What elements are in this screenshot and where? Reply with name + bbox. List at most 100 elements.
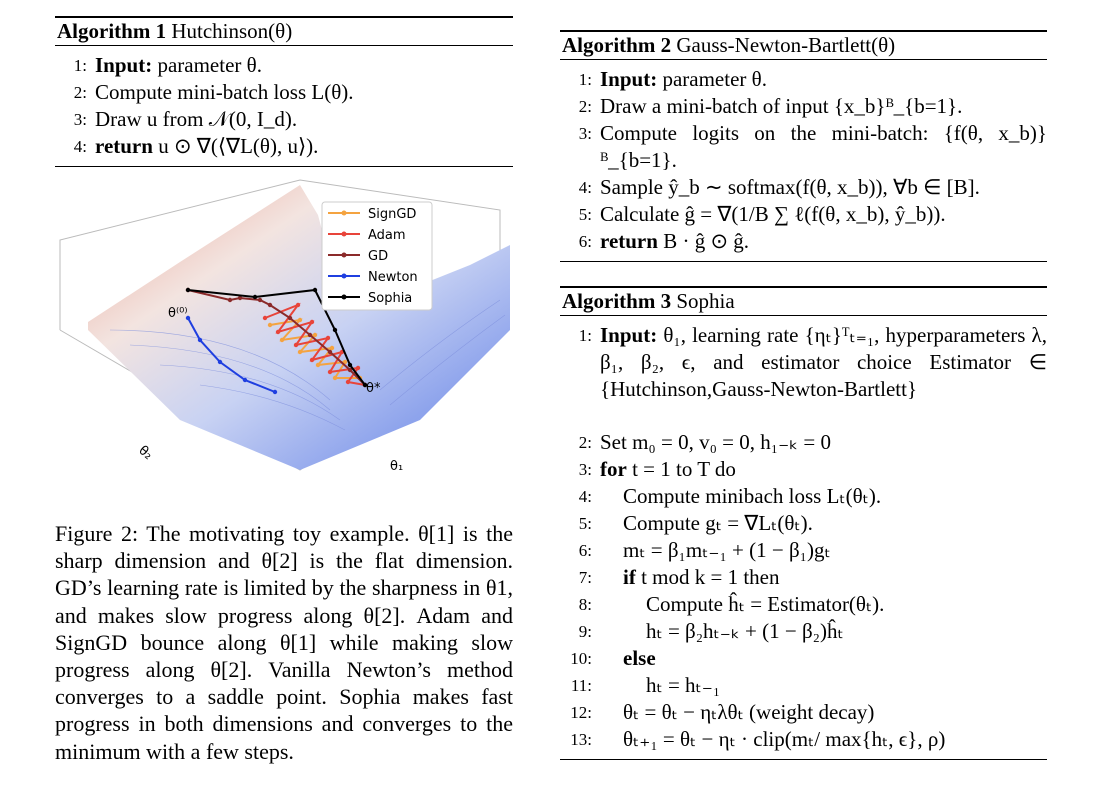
keyword: return (95, 134, 153, 158)
trajectory-point (307, 332, 313, 338)
line-number: 3: (73, 110, 87, 129)
algorithm-line: 4: Compute minibach loss Lₜ(θₜ). (560, 483, 1047, 510)
legend-label: Newton (368, 270, 418, 285)
line-text: Compute logits on the mini-batch: {f(θ, … (600, 121, 1047, 172)
legend-marker (341, 273, 347, 279)
trajectory-point (362, 382, 368, 388)
algorithm-line: 12: θₜ = θₜ − ηₜλθₜ (weight decay) (560, 699, 1047, 726)
line-body: Draw u from 𝒩(0, I_d). (95, 106, 513, 133)
line-body: return B · ĝ ⊙ ĝ. (600, 228, 1047, 255)
line-number: 10: (570, 649, 592, 668)
algorithm-title: Algorithm 3 Sophia (560, 288, 1047, 316)
legend-marker (341, 231, 347, 237)
trajectory-point (197, 337, 203, 343)
keyword: Input: (600, 67, 658, 91)
legend-label: GD (368, 249, 388, 264)
figure: SignGD Adam GD Newton Sophia θ⁽⁰⁾ θ* θ₁ θ₂ (59, 179, 510, 474)
keyword: Input: (600, 323, 658, 347)
keyword: for (600, 457, 627, 481)
trajectory-point (327, 369, 333, 375)
algorithm-line: 11: hₜ = hₜ₋₁ (560, 672, 1047, 699)
line-body: Sample ŷ_b ∼ softmax(f(θ, x_b)), ∀b ∈ [B… (600, 174, 1047, 201)
line-number: 2: (578, 97, 592, 116)
algorithm-line: 5: Calculate ĝ = ∇(1/B ∑ ℓ(f(θ, x_b), ŷ_b… (560, 201, 1047, 228)
line-text: Compute minibach loss Lₜ(θₜ). (623, 484, 882, 508)
line-text: Sample ŷ_b ∼ softmax(f(θ, x_b)), ∀b ∈ [B… (600, 175, 980, 199)
legend-marker (341, 210, 347, 216)
trajectory (187, 289, 366, 386)
line-text: Compute gₜ = ∇Lₜ(θₜ). (623, 511, 813, 535)
line-body: Input: parameter θ. (95, 52, 513, 79)
line-body: if t mod k = 1 then (600, 564, 1047, 591)
line-body: Draw a mini-batch of input {x_b}ᴮ_{b=1}. (600, 93, 1047, 120)
keyword: Input: (95, 53, 153, 77)
algorithm-line: 1: Input: parameter θ. (55, 52, 513, 79)
trajectory-point (312, 287, 318, 293)
algorithm-lines: 1: Input: θ₁, learning rate {ηₜ}ᵀₜ₌₁, hyp… (560, 316, 1047, 759)
trajectory-point (315, 362, 321, 368)
line-body: Compute mini-batch loss L(θ). (95, 79, 513, 106)
line-number: 11: (570, 676, 592, 695)
algorithm: Algorithm 1 Hutchinson(θ) 1: Input: parame… (55, 16, 513, 167)
line-number: 9: (578, 622, 592, 641)
line-number: 3: (578, 460, 592, 479)
line-number: 1: (73, 56, 87, 75)
line-number: 5: (578, 205, 592, 224)
line-text: hₜ = hₜ₋₁ (646, 673, 721, 697)
line-number: 3: (578, 124, 592, 143)
keyword: else (623, 646, 656, 670)
legend-label: Sophia (368, 291, 412, 306)
trajectory-point (325, 335, 331, 341)
trajectory-point (293, 342, 299, 348)
algorithm-line: 2: Draw a mini-batch of input {x_b}ᴮ_{b=1… (560, 93, 1047, 120)
line-body: Compute ĥₜ = Estimator(θₜ). (600, 591, 1047, 618)
algorithm-line: 10: else (560, 645, 1047, 672)
algorithm-line: 1: Input: parameter θ. (560, 66, 1047, 93)
line-text: Draw u from 𝒩(0, I_d). (95, 107, 298, 131)
algorithm-line: 3: Draw u from 𝒩(0, I_d). (55, 106, 513, 133)
line-number: 8: (578, 595, 592, 614)
line-number: 12: (570, 703, 592, 722)
line-text: Compute ĥₜ = Estimator(θₜ). (646, 592, 885, 616)
algorithm-line: 8: Compute ĥₜ = Estimator(θₜ). (560, 591, 1047, 618)
axis-label: θ₂ (135, 443, 155, 463)
axis-label: θ₁ (390, 459, 403, 474)
line-text: θₜ = θₜ − ηₜλθₜ (weight decay) (623, 700, 875, 724)
trajectory-point (347, 367, 353, 373)
trajectory-point (275, 329, 281, 335)
trajectory-point (295, 302, 301, 308)
trajectory-point (237, 295, 243, 301)
trajectory-point (332, 375, 338, 381)
trajectory-point (257, 297, 263, 303)
optimum-label: θ* (366, 381, 381, 396)
algorithm-line: 4: return u ⊙ ∇(⟨∇L(θ), u⟩). (55, 133, 513, 160)
legend-marker (341, 252, 347, 258)
algorithm-line: 9: hₜ = β₂hₜ₋ₖ + (1 − β₂)ĥₜ (560, 618, 1047, 645)
line-body: mₜ = β₁mₜ₋₁ + (1 − β₁)gₜ (600, 537, 1047, 564)
line-text: parameter θ. (157, 53, 262, 77)
line-number: 13: (570, 730, 592, 749)
trajectory-point (355, 365, 361, 371)
line-number: 4: (578, 487, 592, 506)
trajectory-point (242, 377, 248, 383)
algorithm-label: Algorithm 2 (562, 33, 672, 57)
line-body: θₜ = θₜ − ηₜλθₜ (weight decay) (600, 699, 1047, 726)
algorithm-lines: 1: Input: parameter θ. 2: Draw a mini-batch… (560, 60, 1047, 261)
algorithm-line: 13: θₜ₊₁ = θₜ − ηₜ · clip(mₜ/ max{hₜ, ϵ},… (560, 726, 1047, 753)
algorithm-title: Algorithm 1 Hutchinson(θ) (55, 18, 513, 46)
trajectory-point (185, 287, 191, 293)
line-body: return u ⊙ ∇(⟨∇L(θ), u⟩). (95, 133, 513, 160)
line-number: 1: (578, 326, 592, 345)
algorithm-line: 1: Input: θ₁, learning rate {ηₜ}ᵀₜ₌₁, hyp… (560, 322, 1047, 403)
algorithm-line: 6: return B · ĝ ⊙ ĝ. (560, 228, 1047, 255)
algorithm-line: 3: Compute logits on the mini-batch: {f(θ… (560, 120, 1047, 174)
trajectory-point (345, 379, 351, 385)
line-text: t = 1 to T do (632, 457, 736, 481)
trajectory-point (342, 359, 348, 365)
trajectory-point (309, 319, 315, 325)
line-body: Compute gₜ = ∇Lₜ(θₜ). (600, 510, 1047, 537)
line-text: mₜ = β₁mₜ₋₁ + (1 − β₁)gₜ (623, 538, 831, 562)
line-number: 4: (578, 178, 592, 197)
line-body: Set m₀ = 0, v₀ = 0, h₁₋ₖ = 0 (600, 429, 1047, 456)
legend-marker (341, 294, 347, 300)
